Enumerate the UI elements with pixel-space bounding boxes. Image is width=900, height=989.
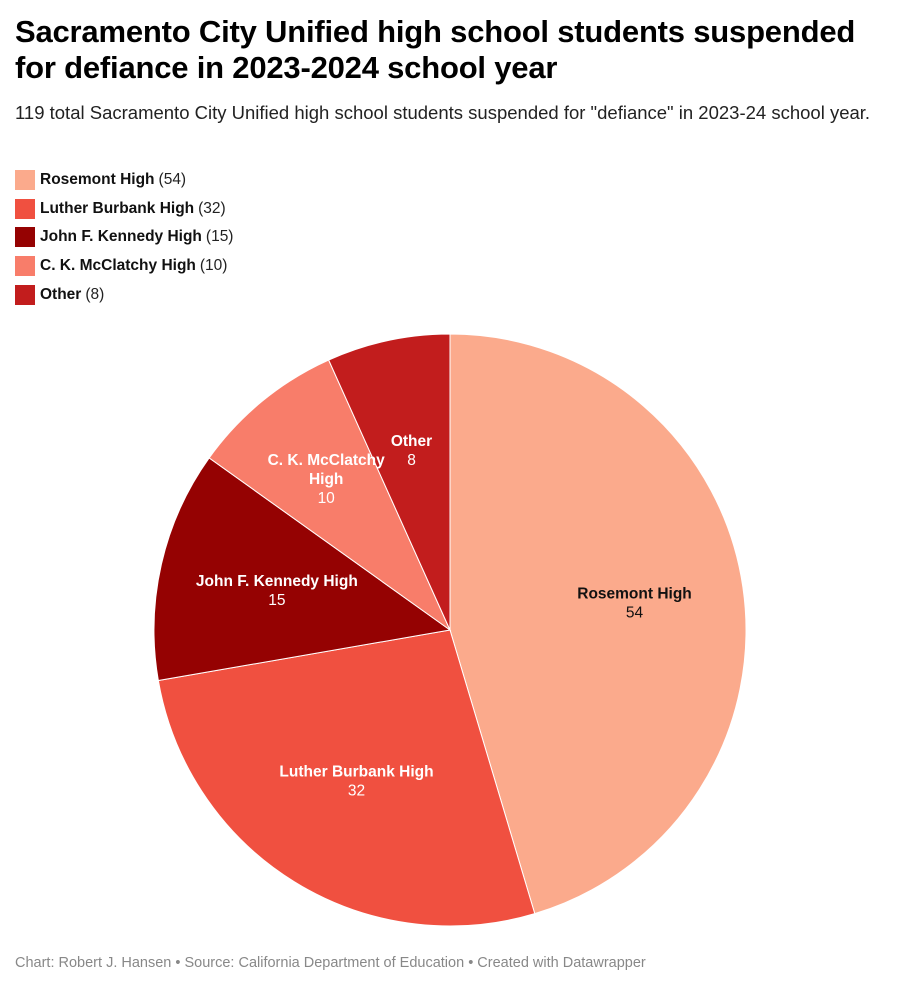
chart-footer: Chart: Robert J. Hansen • Source: Califo… <box>15 955 646 971</box>
pie-slice-other <box>327 333 451 631</box>
slice-label: C. K. McClatchy High <box>268 452 386 488</box>
slice-label: John F. Kennedy High <box>196 573 358 590</box>
legend-item-mcclatchy: C. K. McClatchy High (10) <box>15 252 233 281</box>
pie-slice-john-f-kennedy-high <box>153 457 452 682</box>
legend-item-rosemont: Rosemont High (54) <box>15 166 233 195</box>
legend-count: (8) <box>85 285 105 303</box>
legend-label: John F. Kennedy High <box>40 228 202 246</box>
legend-item-luther-burbank: Luther Burbank High (32) <box>15 195 233 224</box>
slice-value: 10 <box>318 490 336 507</box>
legend-count: (15) <box>205 228 234 246</box>
slice-label: Other <box>391 433 432 450</box>
legend-label: Other <box>40 285 82 303</box>
legend-item-other: Other (8) <box>15 280 233 309</box>
legend-swatch <box>15 227 35 248</box>
legend-item-kennedy: John F. Kennedy High (15) <box>15 223 233 252</box>
legend-label: C. K. McClatchy High <box>40 257 196 275</box>
chart-subtitle: 119 total Sacramento City Unified high s… <box>15 102 871 123</box>
legend-swatch <box>15 198 35 219</box>
pie-slice-rosemont-high <box>449 333 747 915</box>
legend-swatch <box>15 256 35 277</box>
legend-swatch <box>15 284 35 305</box>
chart-title: Sacramento City Unified high school stud… <box>15 14 856 85</box>
legend: Rosemont High (54) Luther Burbank High (… <box>15 166 233 309</box>
legend-count: (32) <box>198 199 226 217</box>
legend-label: Luther Burbank High <box>40 199 195 217</box>
pie-slice-luther-burbank-high <box>157 629 536 927</box>
slice-value: 54 <box>626 605 644 622</box>
pie-slice-c-k-mcclatchy-high <box>208 359 452 632</box>
slice-value: 8 <box>407 452 416 469</box>
slice-value: 32 <box>348 782 365 799</box>
slice-label: Luther Burbank High <box>279 763 433 780</box>
legend-count: (54) <box>158 171 187 189</box>
legend-count: (10) <box>199 257 228 275</box>
legend-swatch <box>15 170 35 191</box>
slice-label: Rosemont High <box>577 586 692 603</box>
slice-value: 15 <box>268 592 285 609</box>
legend-label: Rosemont High <box>40 171 155 189</box>
